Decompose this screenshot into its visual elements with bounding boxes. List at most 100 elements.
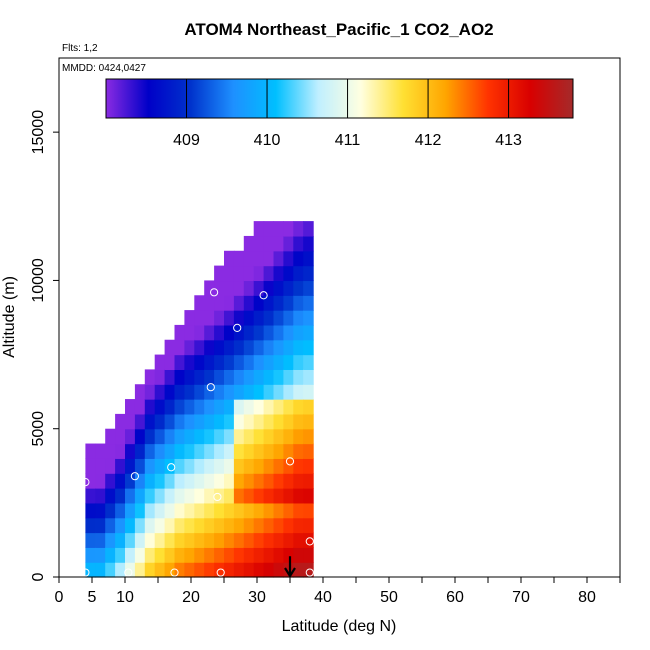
heatmap-cell	[243, 265, 255, 282]
heatmap-cell	[184, 369, 195, 385]
heatmap-cell	[214, 488, 225, 504]
heatmap-cell	[283, 517, 294, 534]
heatmap-cell	[303, 502, 314, 519]
heatmap-cell	[214, 369, 225, 385]
heatmap-cell	[273, 517, 284, 534]
heatmap-cell	[233, 547, 245, 563]
heatmap-cell	[214, 473, 225, 489]
heatmap-cell	[214, 399, 225, 415]
heatmap-cell	[184, 547, 195, 563]
heatmap-cell	[283, 532, 294, 548]
heatmap-cell	[283, 547, 294, 563]
heatmap-cell	[194, 443, 205, 459]
heatmap-cell	[214, 532, 225, 548]
heatmap-cell	[283, 310, 294, 326]
heatmap-cell	[144, 488, 156, 504]
heatmap-cell	[174, 458, 185, 474]
heatmap-cell	[164, 458, 176, 474]
y-tick-label: 5000	[30, 411, 47, 447]
colorbar-tick-label: 411	[335, 132, 361, 149]
heatmap-cell	[273, 384, 284, 400]
heatmap-cell	[134, 562, 146, 578]
heatmap-cell	[293, 488, 304, 504]
heatmap-cell	[214, 443, 225, 459]
heatmap-cell	[263, 369, 275, 385]
heatmap-cell	[204, 502, 215, 519]
heatmap-cell	[95, 562, 106, 578]
heatmap-cell	[174, 473, 185, 489]
heatmap-cell	[253, 295, 265, 311]
heatmap-cell	[253, 562, 265, 578]
heatmap-cell	[184, 443, 195, 459]
heatmap-cell	[243, 235, 255, 252]
heatmap-cell	[134, 413, 146, 430]
heatmap-cell	[115, 473, 126, 489]
heatmap-cell	[144, 502, 156, 519]
heatmap-cell	[283, 250, 294, 267]
heatmap-cell	[224, 443, 235, 459]
heatmap-cell	[293, 324, 304, 341]
heatmap-cell	[303, 488, 314, 504]
heatmap-cell	[184, 473, 195, 489]
heatmap-cell	[243, 562, 255, 578]
heatmap-cell	[154, 369, 166, 385]
heatmap-cell	[85, 532, 96, 548]
heatmap-cell	[125, 547, 136, 563]
heatmap-cell	[293, 517, 304, 534]
x-tick-label: 5	[88, 589, 97, 606]
heatmap-cell	[144, 369, 156, 385]
heatmap-cell	[273, 250, 284, 267]
heatmap-cell	[253, 235, 265, 252]
heatmap-cell	[174, 547, 185, 563]
heatmap-cell	[85, 547, 96, 563]
heatmap-cell	[293, 339, 304, 356]
heatmap-cell	[164, 369, 176, 385]
heatmap-cell	[194, 502, 205, 519]
heatmap-cell	[134, 473, 146, 489]
heatmap-cell	[95, 488, 106, 504]
heatmap-cell	[273, 339, 284, 356]
heatmap-cell	[233, 532, 245, 548]
heatmap-cell	[144, 458, 156, 474]
heatmap-cell	[144, 428, 156, 445]
heatmap-cell	[253, 310, 265, 326]
heatmap-cell	[303, 280, 314, 296]
heatmap-cell	[233, 443, 245, 459]
heatmap-cell	[273, 399, 284, 415]
heatmap-cell	[95, 443, 106, 459]
heatmap-cell	[273, 547, 284, 563]
heatmap-cell	[263, 235, 275, 252]
heatmap-cell	[105, 428, 116, 445]
heatmap-cell	[224, 532, 235, 548]
heatmap-cell	[85, 458, 96, 474]
heatmap-cell	[253, 384, 265, 400]
heatmap-cell	[303, 532, 314, 548]
heatmap-cell	[214, 384, 225, 400]
heatmap-cell	[293, 399, 304, 415]
observation-point	[285, 457, 295, 466]
heatmap-cell	[95, 517, 106, 534]
heatmap-cell	[233, 295, 245, 311]
heatmap-cell	[224, 488, 235, 504]
heatmap-cell	[283, 458, 294, 474]
heatmap-cell	[243, 547, 255, 563]
heatmap-cell	[224, 413, 235, 430]
heatmap-cell	[174, 399, 185, 415]
heatmap-cell	[95, 473, 106, 489]
heatmap-cell	[253, 324, 265, 341]
flights-label: Flts: 1,2	[62, 43, 98, 54]
heatmap-cell	[233, 413, 245, 430]
x-tick-label: 0	[55, 589, 64, 606]
heatmap-cell	[105, 502, 116, 519]
heatmap-cell	[204, 369, 215, 385]
heatmap-cell	[293, 458, 304, 474]
heatmap-cell	[204, 428, 215, 445]
heatmap-cell	[144, 443, 156, 459]
heatmap-cell	[224, 562, 235, 578]
heatmap-cell	[283, 384, 294, 400]
heatmap-cell	[174, 413, 185, 430]
heatmap-cell	[164, 413, 176, 430]
heatmap-cell	[233, 280, 245, 296]
observation-point	[193, 258, 202, 267]
heatmap-cell	[224, 399, 235, 415]
